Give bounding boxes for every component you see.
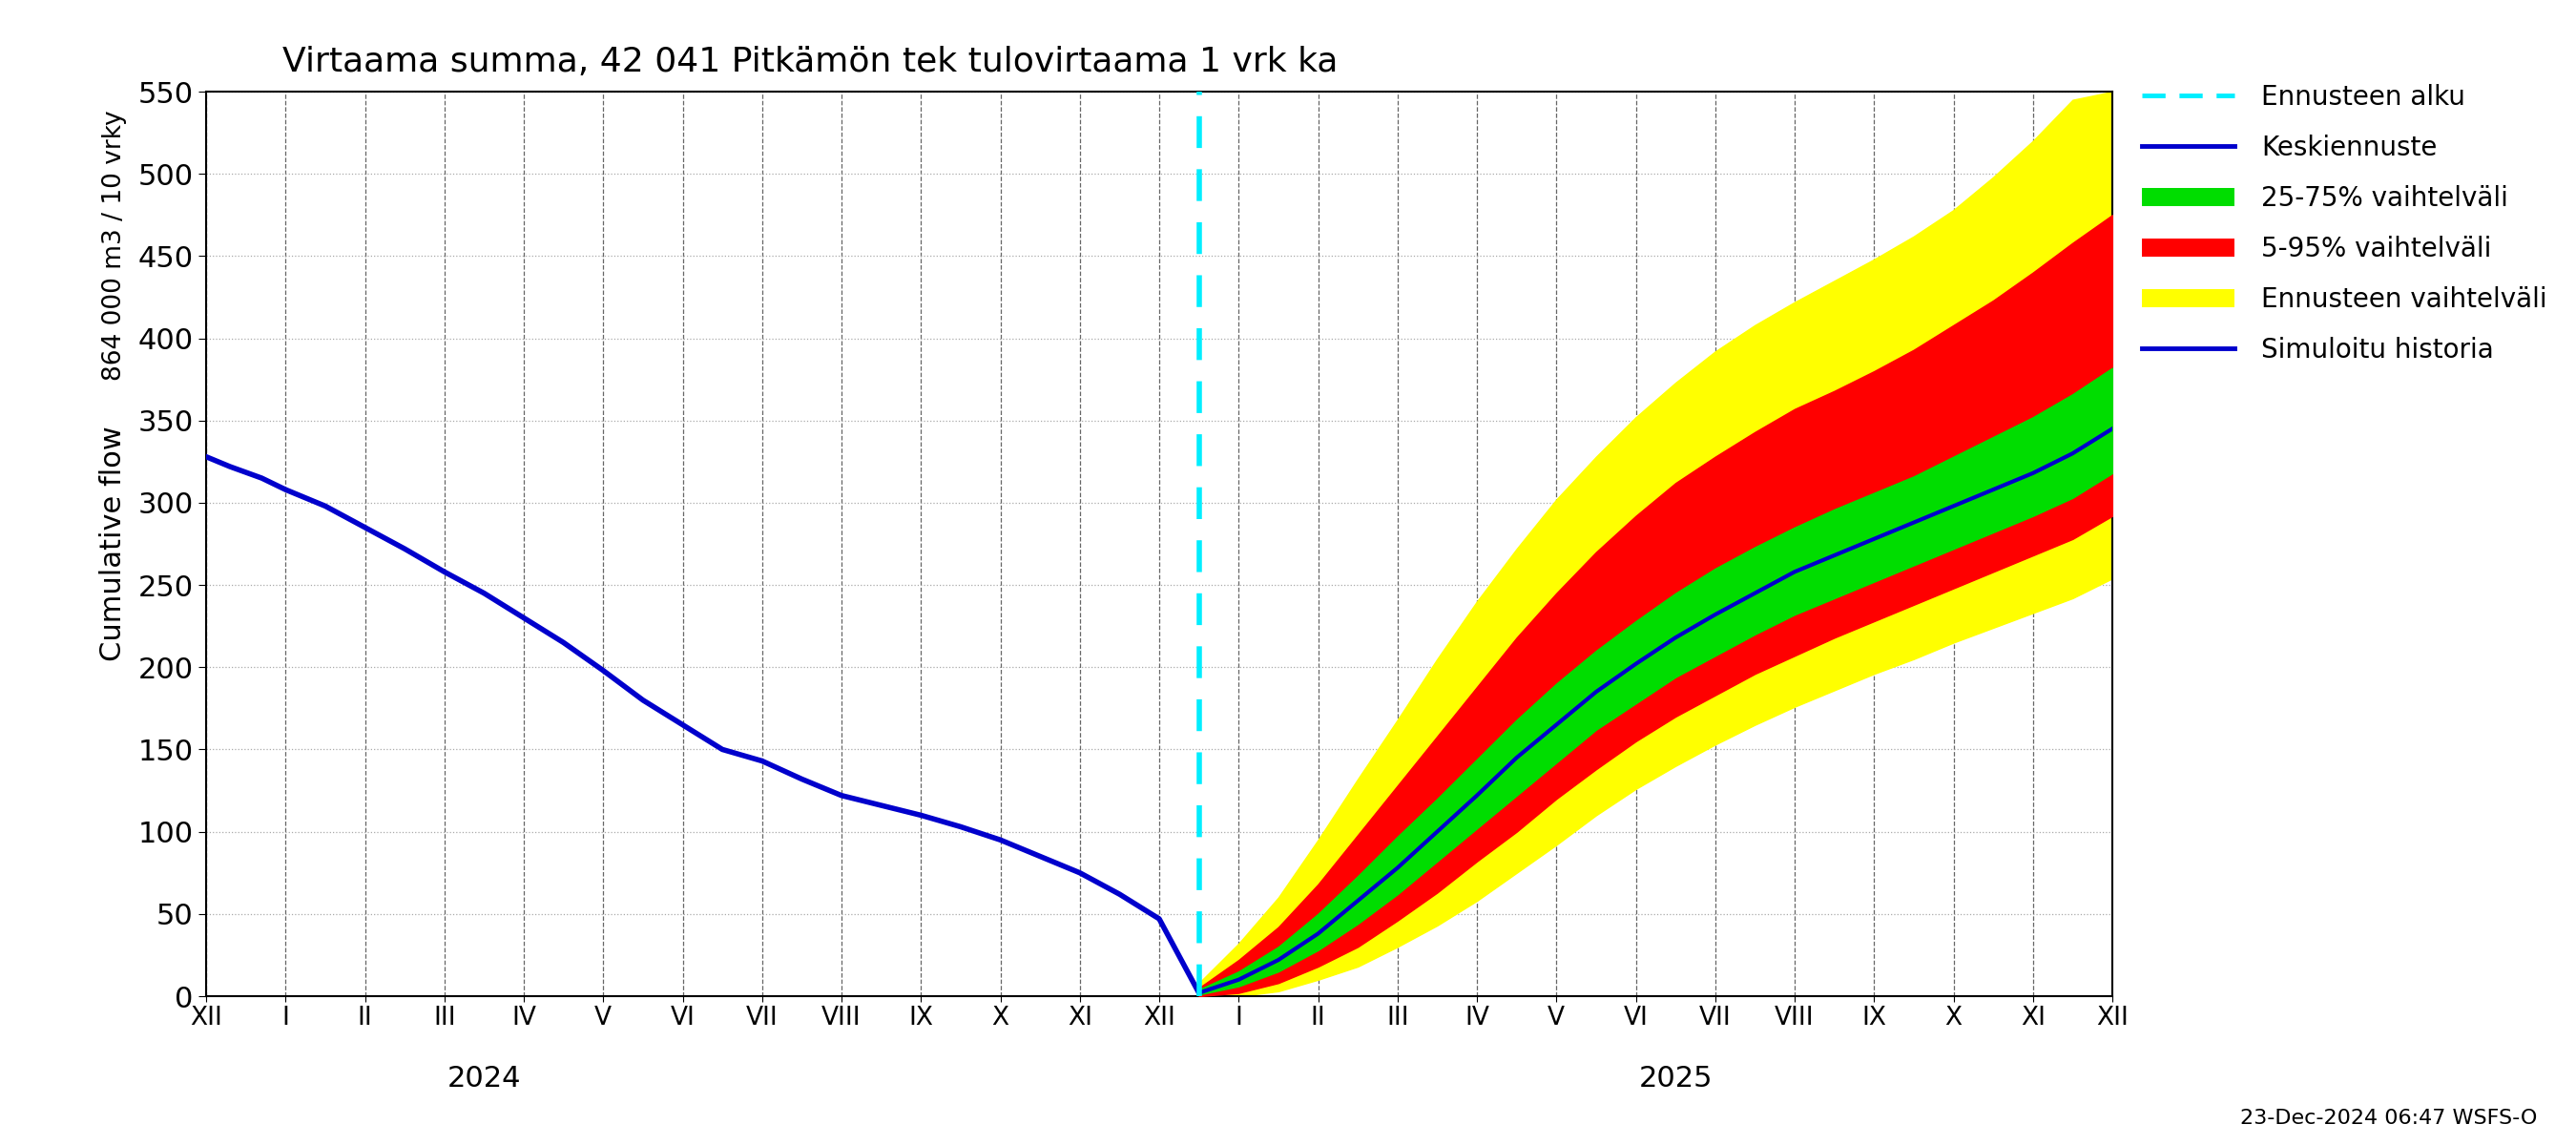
Legend: Ennusteen alku, Keskiennuste, 25-75% vaihtelväli, 5-95% vaihtelväli, Ennusteen v: Ennusteen alku, Keskiennuste, 25-75% vai… [2130, 73, 2558, 374]
Text: Virtaama summa, 42 041 Pitkämön tek tulovirtaama 1 vrk ka: Virtaama summa, 42 041 Pitkämön tek tulo… [283, 46, 1337, 78]
Text: 2025: 2025 [1638, 1065, 1713, 1092]
Text: 864 000 m3 / 10 vrky: 864 000 m3 / 10 vrky [103, 110, 126, 380]
Y-axis label: Cumulative flow: Cumulative flow [100, 426, 126, 662]
Text: 23-Dec-2024 06:47 WSFS-O: 23-Dec-2024 06:47 WSFS-O [2241, 1108, 2537, 1128]
Text: 2024: 2024 [448, 1065, 520, 1092]
